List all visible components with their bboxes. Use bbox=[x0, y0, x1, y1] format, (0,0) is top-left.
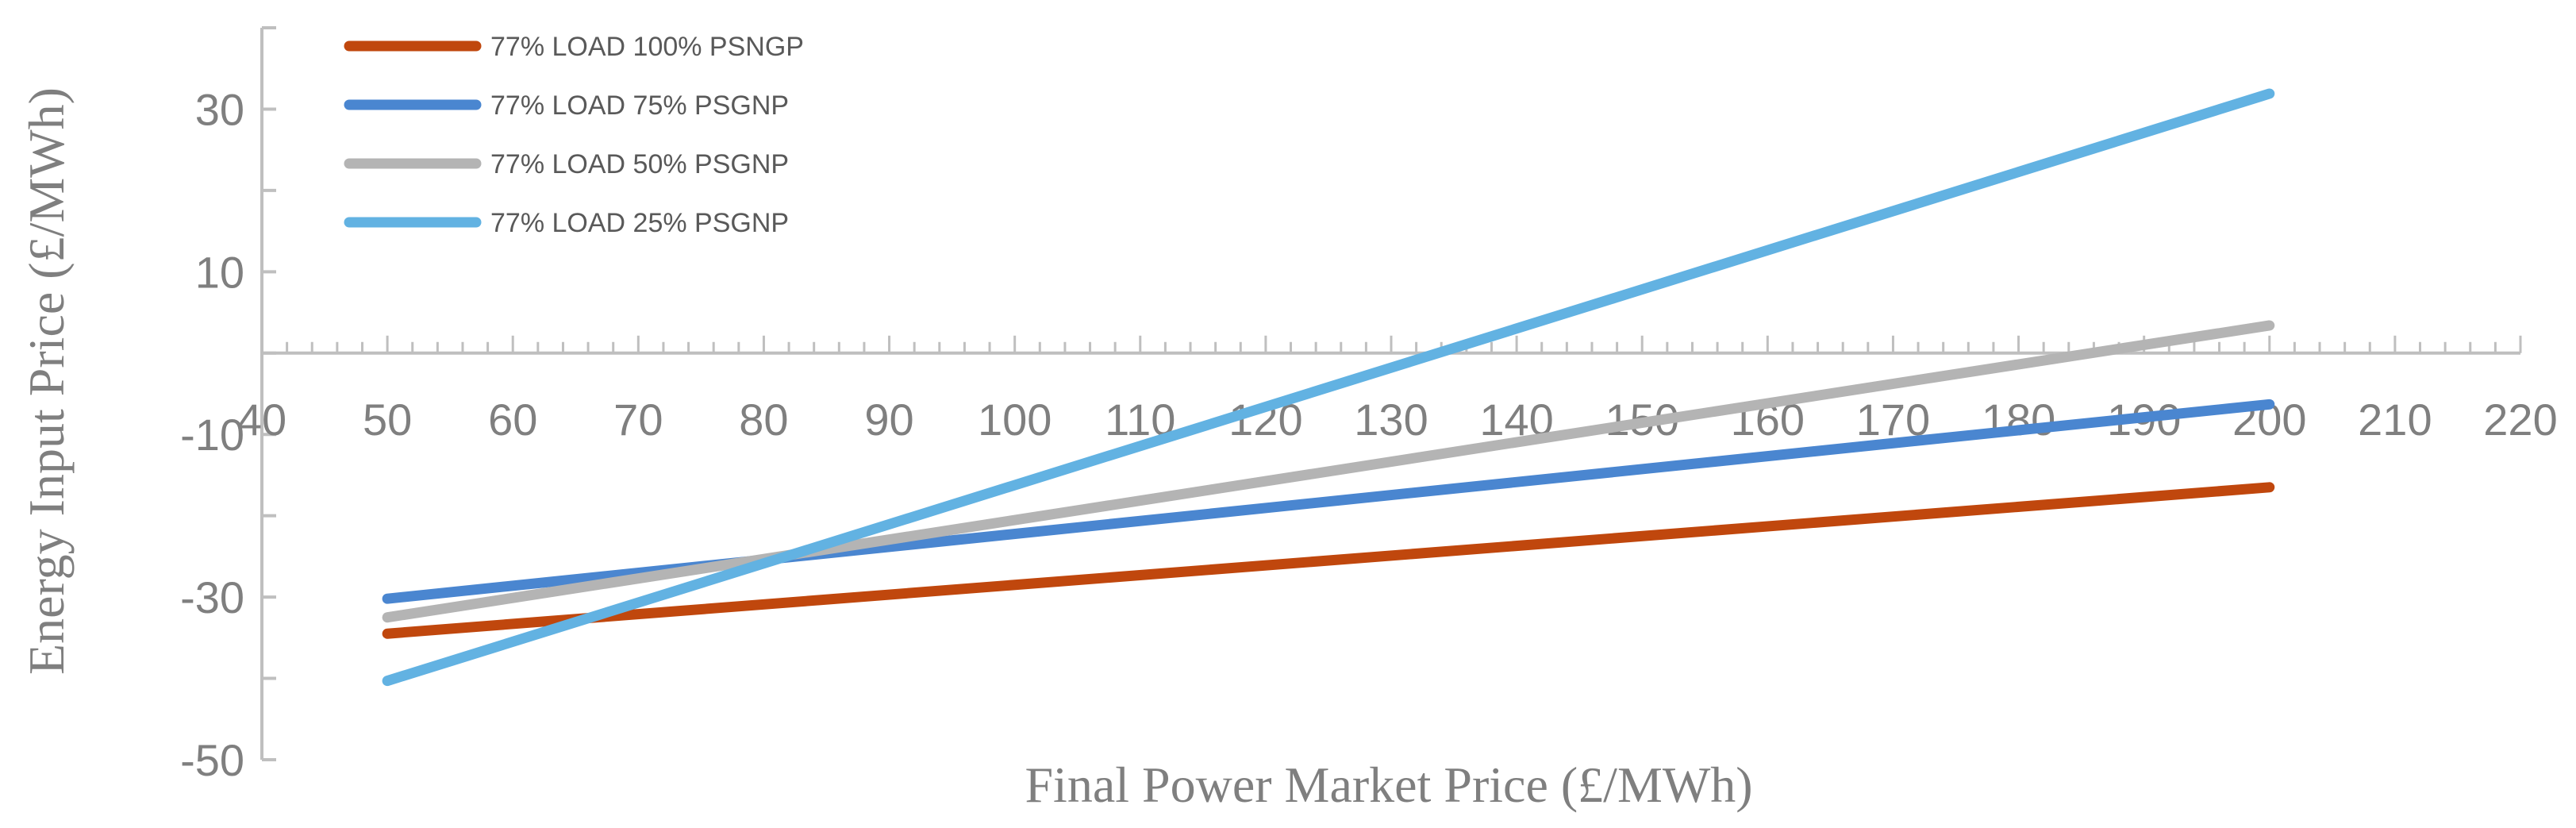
legend-label: 77% LOAD 100% PSNGP bbox=[490, 32, 804, 62]
x-tick-label: 50 bbox=[363, 395, 412, 445]
y-tick-label: 30 bbox=[195, 84, 244, 134]
legend-label: 77% LOAD 50% PSGNP bbox=[490, 149, 789, 179]
x-tick-label: 80 bbox=[739, 395, 788, 445]
x-tick-label: 90 bbox=[864, 395, 913, 445]
x-tick-label: 70 bbox=[613, 395, 663, 445]
x-axis: 40 50 60 70 80 90 100 110 120 130 140 150 160 170 180 1… bbox=[237, 335, 2558, 445]
legend-label: 77% LOAD 25% PSGNP bbox=[490, 208, 789, 238]
y-tick-label: -10 bbox=[180, 410, 244, 460]
y-tick-label: -50 bbox=[180, 735, 244, 785]
series-line-4 bbox=[382, 88, 2275, 687]
y-axis: -50 -30 -10 10 30 bbox=[180, 26, 276, 785]
x-axis-title: Final Power Market Price (£/MWh) bbox=[1025, 757, 1752, 813]
y-axis-title: Energy Input Price (£/MWh) bbox=[18, 87, 75, 675]
x-tick-label: 130 bbox=[1354, 395, 1428, 445]
x-tick-label: 40 bbox=[237, 395, 286, 445]
series-line-3 bbox=[382, 320, 2275, 623]
series-line-1 bbox=[382, 482, 2275, 639]
series-lines bbox=[382, 88, 2275, 687]
y-tick-label: -30 bbox=[180, 572, 244, 622]
x-tick-label: 220 bbox=[2483, 395, 2557, 445]
y-tick-label: 10 bbox=[195, 247, 244, 297]
legend: 77% LOAD 100% PSNGP 77% LOAD 75% PSGNP 77%… bbox=[344, 32, 804, 238]
x-tick-label: 100 bbox=[978, 395, 1052, 445]
x-tick-label: 210 bbox=[2358, 395, 2432, 445]
x-tick-label: 60 bbox=[488, 395, 537, 445]
legend-label: 77% LOAD 75% PSGNP bbox=[490, 91, 789, 121]
